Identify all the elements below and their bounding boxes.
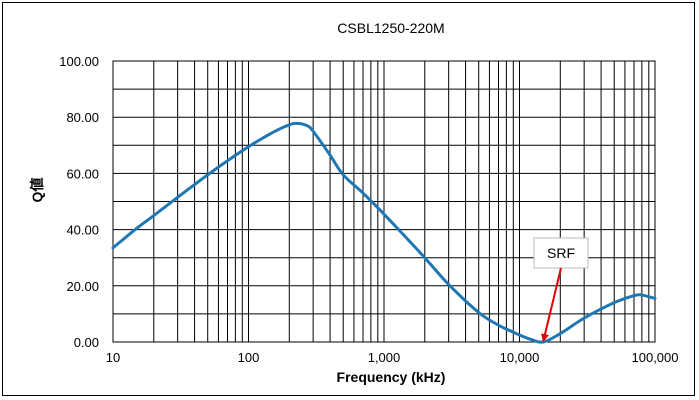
- chart-frame: [2, 2, 695, 396]
- x-tick-labels: 10 100 1,000 10,000 100,000: [106, 350, 679, 365]
- y-tick-label: 100.00: [59, 54, 99, 69]
- x-tick-label: 10,000: [500, 350, 540, 365]
- srf-callout-box: [533, 237, 589, 269]
- srf-label: SRF: [547, 245, 575, 261]
- q-curve-line: [111, 121, 657, 344]
- plot-area-border: [112, 60, 656, 343]
- chart-title: CSBL1250-220M: [337, 20, 444, 36]
- y-tick-label: 60.00: [66, 166, 99, 181]
- grid: [112, 60, 655, 343]
- x-tick-label: 10: [106, 350, 120, 365]
- x-axis-label: Frequency (kHz): [337, 369, 446, 385]
- x-tick-label: 100,000: [632, 350, 679, 365]
- srf-arrow: [541, 267, 562, 342]
- x-tick-label: 1,000: [368, 350, 401, 365]
- y-tick-labels: 0.00 20.00 40.00 60.00 80.00 100.00: [59, 54, 99, 350]
- x-tick-label: 100: [238, 350, 260, 365]
- y-tick-label: 80.00: [66, 110, 99, 125]
- srf-annotation: SRF: [533, 237, 589, 342]
- y-tick-label: 20.00: [66, 279, 99, 294]
- y-tick-label: 40.00: [66, 223, 99, 238]
- y-tick-label: 0.00: [74, 335, 99, 350]
- y-axis-label: Q値: [29, 178, 45, 203]
